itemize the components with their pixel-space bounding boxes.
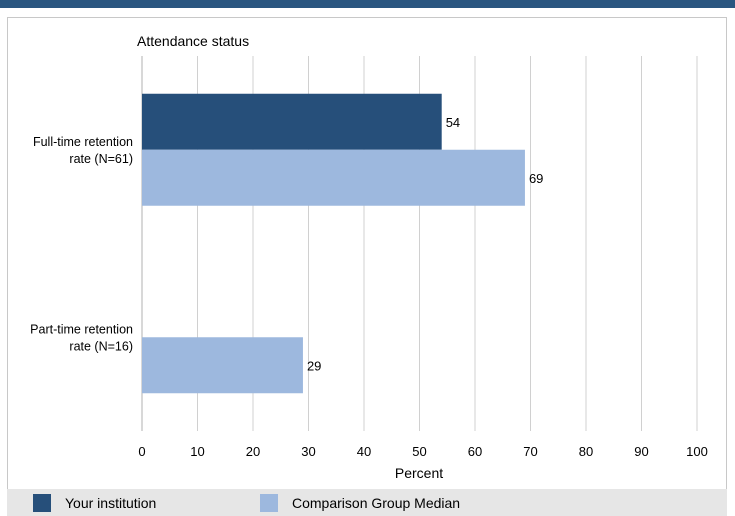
bar [142,94,442,150]
x-tick-label: 40 [357,444,371,459]
legend-swatch [33,494,51,512]
legend-swatch [260,494,278,512]
category-label: Part-time retention [30,322,133,336]
category-label: rate (N=16) [69,339,133,353]
data-label: 54 [446,115,460,130]
x-tick-label: 100 [686,444,708,459]
x-tick-label: 20 [246,444,260,459]
x-tick-label: 30 [301,444,315,459]
bar [142,337,303,393]
category-labels: Full-time retention rate (N=61) Part-time … [30,135,133,354]
data-label: 29 [307,358,321,373]
category-label: rate (N=61) [69,152,133,166]
legend: Your institution Comparison Group Median [7,489,727,516]
x-tick-label: 70 [523,444,537,459]
x-tick-label: 60 [468,444,482,459]
x-tick-label: 0 [138,444,145,459]
legend-item-your-institution: Your institution [33,494,156,512]
x-axis-label: Percent [395,465,443,481]
x-tick-label: 50 [412,444,426,459]
x-tick-label: 80 [579,444,593,459]
x-tick-labels: 0 10 20 30 40 50 60 70 80 90 100 [138,444,707,459]
x-tick-label: 90 [634,444,648,459]
legend-label: Your institution [65,495,156,511]
legend-item-comparison-group-median: Comparison Group Median [260,494,460,512]
chart-title: Attendance status [137,33,249,49]
x-tick-label: 10 [190,444,204,459]
data-label: 69 [529,171,543,186]
bars [142,94,525,394]
legend-label: Comparison Group Median [292,495,460,511]
category-label: Full-time retention [33,135,133,149]
bar [142,150,525,206]
